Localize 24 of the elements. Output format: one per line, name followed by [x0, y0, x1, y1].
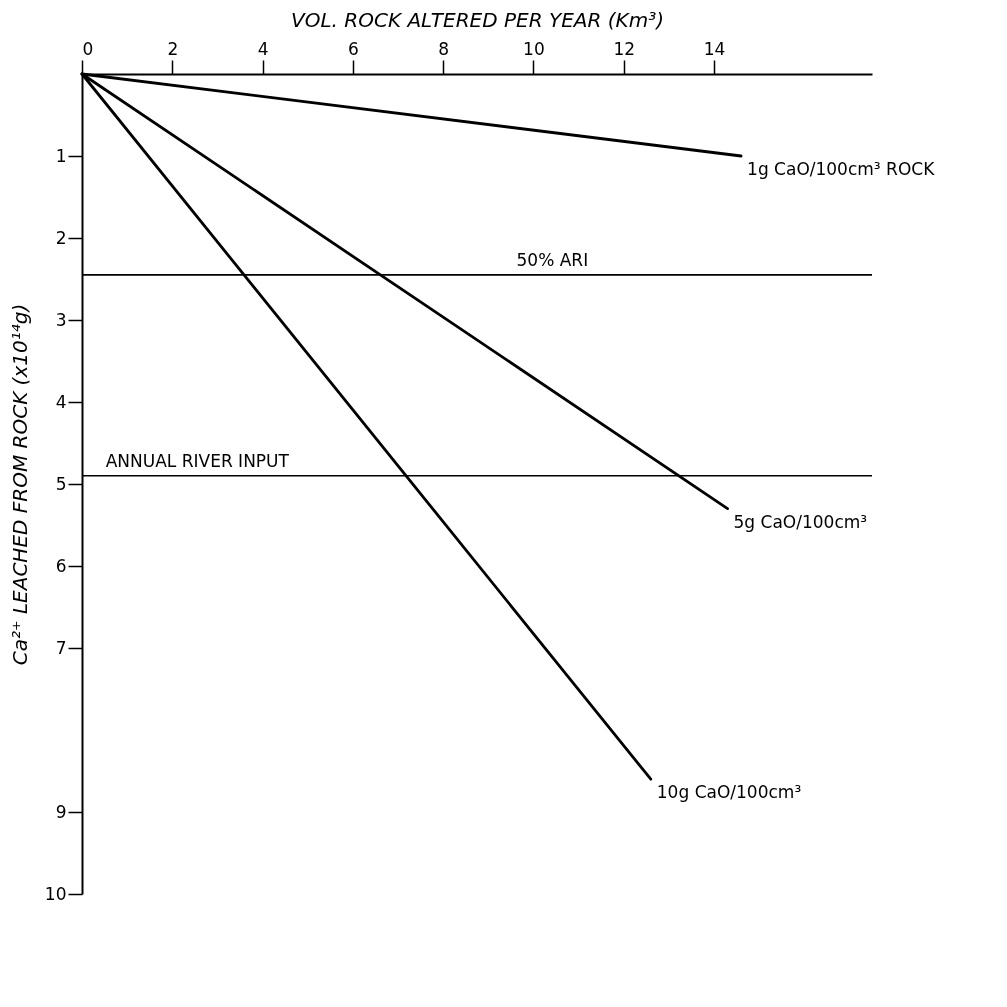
series-label: 5g CaO/100cm³: [733, 511, 868, 532]
series-label: 10g CaO/100cm³: [656, 782, 802, 803]
series-label: 1g CaO/100cm³ ROCK: [747, 159, 936, 179]
y-tick-label: 4: [55, 391, 67, 412]
x-tick-label: 6: [347, 38, 359, 59]
x-tick-label: 2: [167, 38, 179, 59]
y-tick-label: 7: [55, 637, 67, 658]
x-tick-label: 8: [438, 38, 450, 59]
x-tick-label: 12: [613, 38, 636, 59]
x-tick-label: 10: [523, 38, 545, 59]
y-tick-label: 5: [55, 473, 67, 494]
y-axis-title: Ca²⁺ LEACHED FROM ROCK (x10¹⁴g): [7, 303, 32, 666]
y-tick-label: 3: [55, 309, 67, 330]
y-tick-label: 2: [55, 227, 67, 248]
x-axis-title: VOL. ROCK ALTERED PER YEAR (Km³): [291, 7, 664, 32]
y-tick-label: 10: [44, 883, 67, 904]
x-tick-label: 14: [703, 38, 726, 59]
x-tick-label: 4: [257, 38, 269, 59]
y-tick-label: 1: [55, 145, 67, 166]
ref-line-label: 50% ARI: [516, 249, 589, 270]
x-tick-label: 0: [82, 38, 94, 59]
y-tick-label: 9: [55, 801, 67, 822]
y-tick-label: 6: [55, 555, 67, 576]
ref-line-label: ANNUAL RIVER INPUT: [105, 450, 290, 471]
